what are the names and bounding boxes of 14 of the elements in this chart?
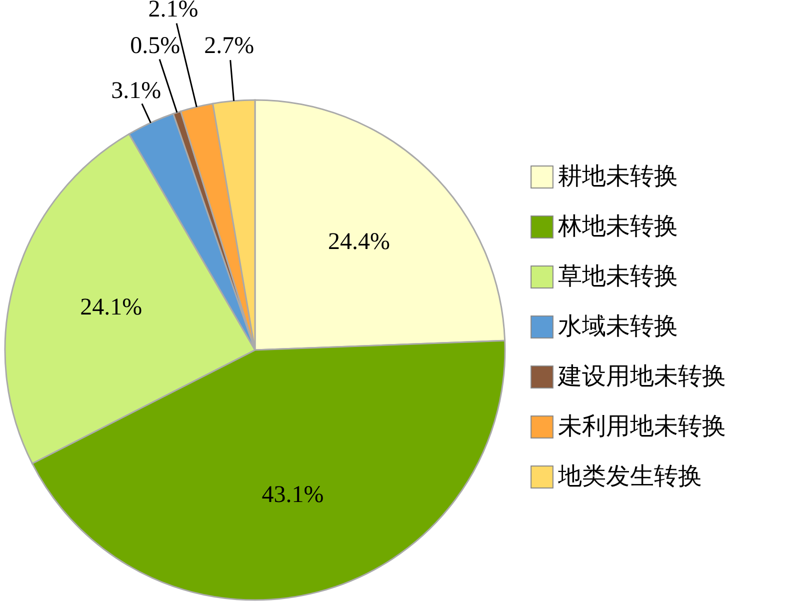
data-label: 24.4% bbox=[328, 228, 390, 255]
legend-label: 地类发生转换 bbox=[557, 464, 702, 490]
legend-label: 建设用地未转换 bbox=[557, 364, 726, 390]
data-label: 3.1% bbox=[111, 78, 162, 104]
legend-label: 耕地未转换 bbox=[558, 164, 678, 190]
legend-label: 林地未转换 bbox=[557, 214, 678, 240]
legend-label: 草地未转换 bbox=[558, 264, 678, 290]
data-label: 43.1% bbox=[262, 482, 324, 508]
data-label: 2.1% bbox=[148, 0, 198, 23]
legend-label: 水域未转换 bbox=[558, 314, 678, 340]
legend-label: 未利用地未转换 bbox=[558, 414, 726, 440]
data-label: 0.5% bbox=[130, 32, 180, 59]
data-label: 24.1% bbox=[80, 294, 142, 321]
data-label: 2.7% bbox=[204, 33, 254, 60]
